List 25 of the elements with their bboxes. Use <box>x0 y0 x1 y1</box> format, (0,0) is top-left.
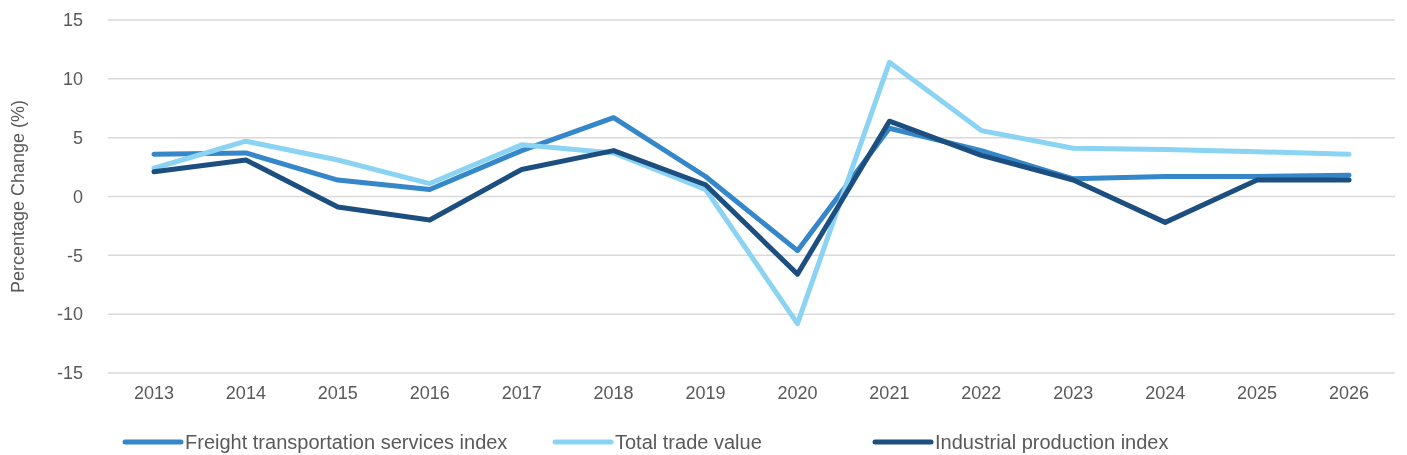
x-tick-label: 2024 <box>1145 383 1186 403</box>
x-tick-label: 2023 <box>1053 383 1094 403</box>
x-tick-label: 2025 <box>1237 383 1278 403</box>
legend-label: Industrial production index <box>935 431 1169 453</box>
x-tick-label: 2021 <box>869 383 910 403</box>
x-tick-label: 2019 <box>685 383 726 403</box>
y-tick-label: 5 <box>72 127 83 148</box>
x-tick-label: 2020 <box>777 383 818 403</box>
y-tick-label: 0 <box>72 186 83 207</box>
legend-label: Freight transportation services index <box>185 431 508 453</box>
y-tick-label: -5 <box>66 245 83 266</box>
y-tick-label: 10 <box>62 69 83 90</box>
legend-label: Total trade value <box>615 431 762 453</box>
x-tick-label: 2014 <box>225 383 266 403</box>
y-axis-title: Percentage Change (%) <box>8 99 28 294</box>
y-tick-label: 15 <box>62 10 83 31</box>
x-tick-label: 2017 <box>501 383 542 403</box>
x-tick-label: 2022 <box>961 383 1002 403</box>
x-tick-label: 2026 <box>1329 383 1370 403</box>
x-tick-label: 2016 <box>409 383 450 403</box>
x-tick-label: 2015 <box>317 383 358 403</box>
x-tick-label: 2013 <box>133 383 174 403</box>
y-tick-label: -15 <box>56 363 83 384</box>
x-tick-label: 2018 <box>593 383 634 403</box>
y-tick-label: -10 <box>56 304 83 325</box>
